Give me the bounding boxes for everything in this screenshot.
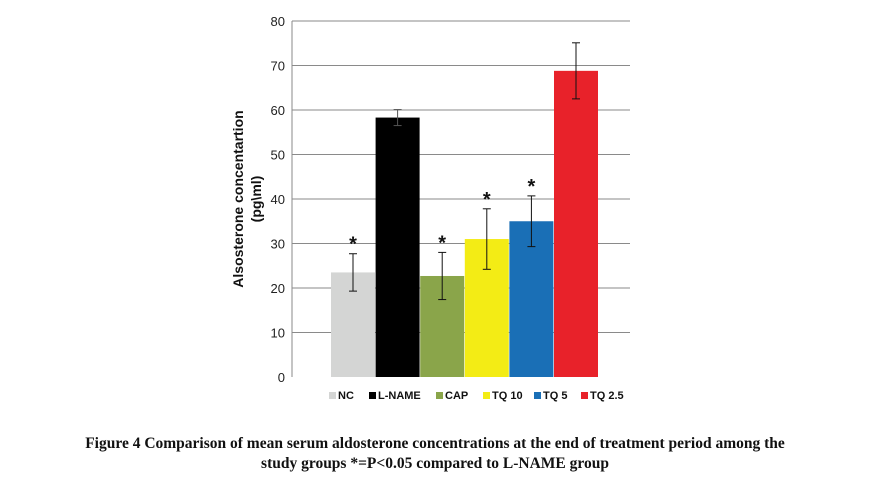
y-tick-label: 70 <box>271 59 285 74</box>
legend-swatch <box>483 392 490 399</box>
legend-swatch <box>581 392 588 399</box>
y-tick-label: 60 <box>271 103 285 118</box>
legend-swatch <box>369 392 376 399</box>
significance-star: * <box>438 232 446 254</box>
legend-label: TQ 10 <box>492 390 523 402</box>
figure-caption: Figure 4 Comparison of mean serum aldost… <box>0 434 870 474</box>
significance-star: * <box>528 176 536 198</box>
bar-chart: 0 10 20 30 40 50 60 70 80 * * * * NC L-NAME CAP TQ 10 T… <box>230 14 630 402</box>
legend: NC L-NAME CAP TQ 10 TQ 5 TQ 2.5 <box>329 390 624 402</box>
significance-markers: * * * * <box>349 176 535 256</box>
caption-line-1: Figure 4 Comparison of mean serum aldost… <box>85 435 785 452</box>
legend-swatch <box>329 392 336 399</box>
bar-tq-5 <box>509 221 554 377</box>
y-tick-label: 10 <box>271 326 285 341</box>
caption-line-2: study groups *=P<0.05 compared to L-NAME… <box>261 455 609 472</box>
legend-label: L-NAME <box>378 390 421 402</box>
legend-swatch <box>534 392 541 399</box>
significance-star: * <box>349 234 357 256</box>
y-tick-label: 0 <box>278 370 285 385</box>
y-tick-label: 50 <box>271 148 285 163</box>
y-axis-label-line2: (pg\ml) <box>248 176 264 223</box>
bar-l-name <box>375 117 420 377</box>
legend-label: CAP <box>445 390 468 402</box>
legend-label: TQ 2.5 <box>590 390 624 402</box>
y-axis-ticks: 0 10 20 30 40 50 60 70 80 <box>271 14 285 385</box>
bars <box>331 70 598 377</box>
error-bars <box>349 42 580 301</box>
y-axis-label-line1: Alsosterone concentartion <box>230 110 246 287</box>
legend-swatch <box>436 392 443 399</box>
y-tick-label: 20 <box>271 281 285 296</box>
y-tick-label: 30 <box>271 237 285 252</box>
significance-star: * <box>483 189 491 211</box>
legend-label: NC <box>338 390 354 402</box>
bar-tq-2-5 <box>554 70 598 377</box>
y-tick-label: 40 <box>271 192 285 207</box>
legend-label: TQ 5 <box>543 390 567 402</box>
y-tick-label: 80 <box>271 14 285 29</box>
